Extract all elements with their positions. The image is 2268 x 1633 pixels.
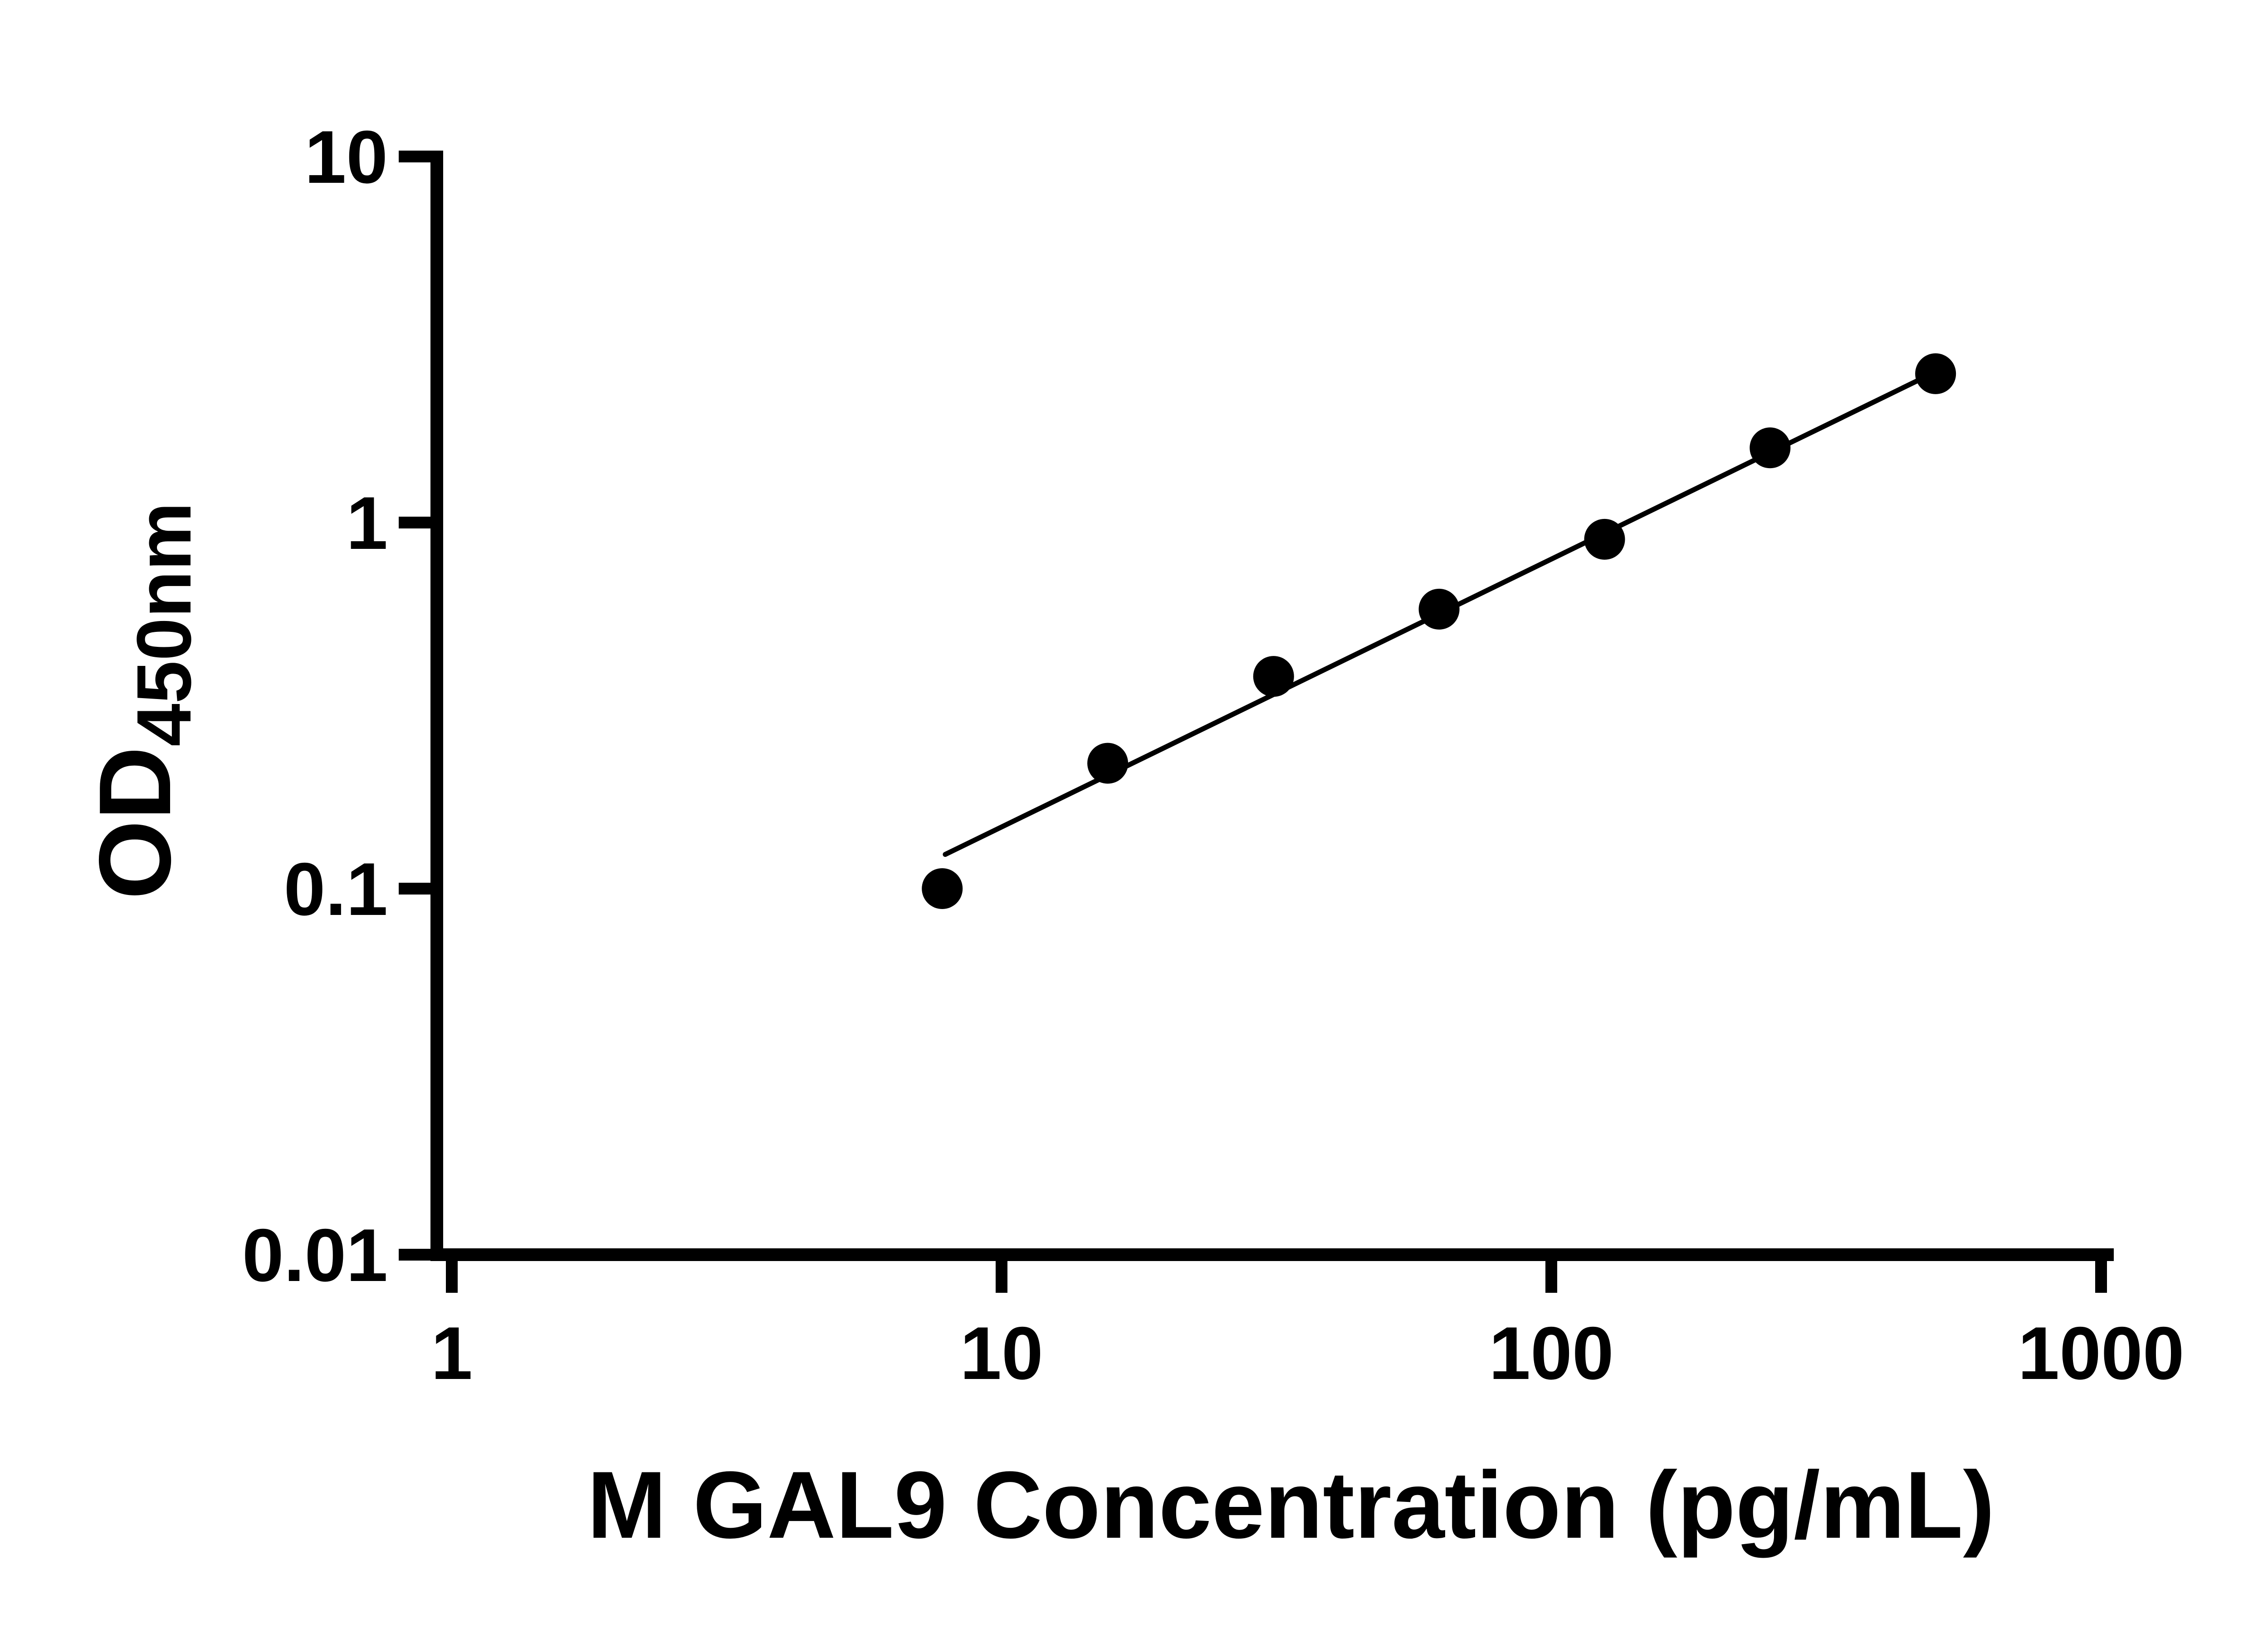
- tick-labels-layer: 0.01 0.1 1 10 1 10 100 1000: [242, 115, 2185, 1395]
- axes-layer: [430, 151, 2114, 1261]
- ticks-layer: [399, 151, 2107, 1293]
- x-tick-label: 1: [431, 1311, 473, 1395]
- data-point: [1253, 656, 1294, 697]
- y-tick-label: 1: [346, 481, 388, 565]
- y-axis-title-subscript: 450nm: [121, 502, 207, 747]
- x-tick-label: 1000: [2018, 1311, 2184, 1395]
- y-axis-title-main: OD: [78, 747, 192, 900]
- x-axis-title: M GAL9 Concentration (pg/mL): [587, 1452, 1994, 1558]
- y-axis-title: OD450nm: [78, 502, 207, 900]
- data-point: [922, 868, 963, 909]
- series-layer: [922, 353, 1956, 909]
- y-tick-label: 0.1: [284, 847, 388, 931]
- x-tick-label: 10: [960, 1311, 1043, 1395]
- y-tick-label: 10: [304, 115, 388, 199]
- data-point: [1915, 353, 1956, 394]
- y-tick-label: 0.01: [242, 1213, 388, 1297]
- data-point: [1087, 743, 1129, 784]
- data-point: [1418, 588, 1460, 630]
- data-point: [1750, 427, 1791, 469]
- x-tick-label: 100: [1489, 1311, 1613, 1395]
- data-point: [1584, 518, 1625, 560]
